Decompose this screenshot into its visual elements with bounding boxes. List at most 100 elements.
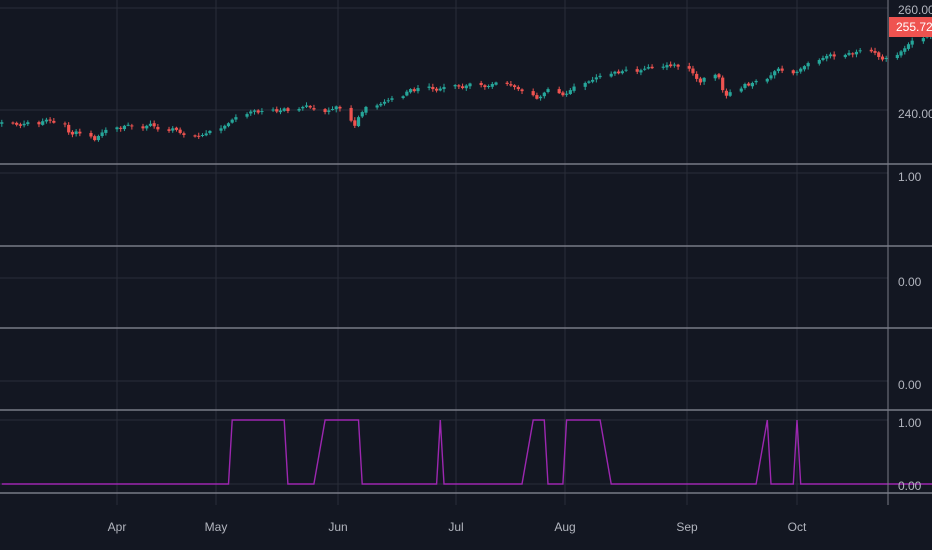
candle-body <box>431 86 435 90</box>
candle-2019-07-11 <box>490 82 494 89</box>
candle-2019-10-17 <box>854 49 859 58</box>
candle-2019-05-15 <box>278 107 283 115</box>
candle-2019-09-09 <box>713 73 717 81</box>
candle-2019-10-16 <box>851 52 855 58</box>
candle-2019-03-06 <box>18 122 22 129</box>
candle-body <box>330 108 335 110</box>
pane-separators[interactable] <box>0 0 932 505</box>
candle-body <box>260 111 264 113</box>
candle-2019-05-01 <box>226 122 231 128</box>
candle-body <box>750 82 755 87</box>
candle-2019-06-25 <box>431 83 435 92</box>
candle-body <box>271 109 275 111</box>
candle-body <box>22 123 26 126</box>
candle-2019-05-22 <box>304 102 309 109</box>
candle-2019-05-21 <box>301 105 305 111</box>
candle-2019-10-25 <box>884 55 888 62</box>
candle-2019-06-13 <box>386 97 390 103</box>
last-price-label: 255.72 <box>896 20 932 34</box>
candle-2019-08-12 <box>609 71 613 78</box>
candle-body <box>520 89 524 92</box>
candle-2019-10-07 <box>817 58 821 66</box>
candle-2019-09-10 <box>717 72 721 80</box>
candle-2019-08-09 <box>598 73 602 79</box>
candle-body <box>438 88 442 91</box>
candle-2019-10-15 <box>847 50 851 57</box>
candle-2019-06-26 <box>434 87 439 93</box>
candle-2019-08-27 <box>665 62 669 71</box>
candle-body <box>152 123 156 127</box>
candle-2019-08-07 <box>591 76 595 84</box>
candle-2019-03-11 <box>37 120 41 128</box>
candle-body <box>223 125 227 129</box>
candle-2019-10-02 <box>799 67 803 74</box>
candle-body <box>301 106 305 109</box>
candle-2019-06-07 <box>364 105 368 116</box>
month-label-jul: Jul <box>448 520 463 534</box>
candle-2019-08-29 <box>672 62 676 68</box>
candle-body <box>598 75 602 78</box>
candle-body <box>821 57 825 60</box>
candle-body <box>275 109 279 112</box>
candle-2019-08-22 <box>646 64 650 70</box>
candle-body <box>490 83 494 87</box>
candle-body <box>193 135 197 137</box>
candle-2019-07-18 <box>516 85 520 92</box>
candle-2019-09-27 <box>780 65 784 74</box>
candle-body <box>308 105 312 108</box>
candle-2019-05-03 <box>234 114 238 123</box>
month-label-jun: Jun <box>328 520 347 534</box>
month-label-sep: Sep <box>676 520 698 534</box>
candle-body <box>594 77 598 80</box>
candle-2019-03-29 <box>104 127 108 136</box>
candle-2019-04-22 <box>193 134 197 138</box>
candle-body <box>613 71 617 74</box>
candle-2019-09-19 <box>750 81 755 89</box>
candle-2019-06-11 <box>379 102 383 107</box>
candle-body <box>776 68 781 72</box>
candle-body <box>828 54 833 57</box>
candle-2019-03-07 <box>22 120 26 128</box>
candle-2019-06-27 <box>438 86 442 92</box>
candle-2019-05-13 <box>271 107 275 112</box>
candle-body <box>531 91 535 96</box>
candle-body <box>104 129 108 133</box>
candle-2019-05-17 <box>286 106 290 114</box>
candle-body <box>717 74 721 78</box>
candle-2019-03-19 <box>67 122 71 135</box>
candle-2019-06-20 <box>412 87 416 93</box>
candle-2019-09-05 <box>698 76 702 86</box>
candle-2019-04-16 <box>171 126 175 133</box>
candle-body <box>286 108 290 112</box>
candle-2019-05-14 <box>275 106 279 114</box>
candle-2019-06-03 <box>349 105 353 123</box>
candle-body <box>773 71 777 76</box>
candle-body <box>379 103 383 106</box>
candle-body <box>390 98 394 100</box>
candle-2019-09-26 <box>776 67 781 74</box>
candle-2019-05-31 <box>338 105 342 112</box>
candle-2019-04-26 <box>208 130 212 135</box>
candle-body <box>37 122 41 125</box>
month-label-may: May <box>205 520 228 534</box>
indicator-line <box>1 419 932 485</box>
candle-2019-06-12 <box>382 99 387 106</box>
candle-body <box>903 48 907 52</box>
candle-body <box>453 85 457 87</box>
candle-body <box>895 54 899 59</box>
candle-body <box>208 130 212 134</box>
candle-2019-04-25 <box>204 130 208 137</box>
candle-body <box>483 85 487 88</box>
candle-2019-03-25 <box>89 130 93 139</box>
candle-body <box>52 120 56 123</box>
candle-body <box>724 90 728 96</box>
candle-body <box>817 60 821 64</box>
price-tick-240: 240.00 <box>898 107 932 121</box>
candle-body <box>906 44 911 49</box>
candle-body <box>197 135 201 137</box>
candle-body <box>26 122 30 125</box>
candle-2019-03-04 <box>11 121 15 125</box>
candle-2019-08-15 <box>620 69 624 75</box>
candle-body <box>851 53 855 55</box>
